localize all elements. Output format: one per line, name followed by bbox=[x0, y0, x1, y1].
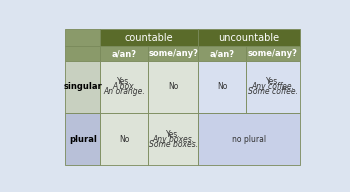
Text: No: No bbox=[168, 83, 178, 91]
Bar bbox=[65, 61, 100, 113]
Text: plural: plural bbox=[69, 135, 97, 144]
Text: singular: singular bbox=[63, 83, 102, 91]
Bar bbox=[246, 61, 300, 113]
Bar bbox=[100, 61, 148, 113]
Text: No: No bbox=[119, 135, 129, 144]
Text: An orange.: An orange. bbox=[103, 88, 145, 97]
Bar bbox=[148, 113, 198, 166]
Bar bbox=[198, 113, 300, 166]
Text: Yes.: Yes. bbox=[266, 78, 280, 86]
Bar bbox=[65, 113, 100, 166]
Text: Yes.: Yes. bbox=[166, 130, 181, 139]
Text: no plural: no plural bbox=[232, 135, 266, 144]
Text: some/any?: some/any? bbox=[148, 49, 198, 58]
Bar bbox=[148, 46, 198, 61]
Text: Any coffee.: Any coffee. bbox=[251, 83, 294, 91]
Text: A box.: A box. bbox=[112, 83, 136, 91]
Bar bbox=[246, 46, 300, 61]
Bar bbox=[100, 113, 148, 166]
Text: uncountable: uncountable bbox=[218, 33, 280, 43]
Text: Some coffee.: Some coffee. bbox=[248, 88, 298, 97]
Bar bbox=[100, 29, 198, 46]
Bar bbox=[198, 46, 246, 61]
Text: some/any?: some/any? bbox=[248, 49, 298, 58]
Bar bbox=[198, 61, 246, 113]
Text: a/an?: a/an? bbox=[111, 49, 136, 58]
Bar bbox=[65, 46, 100, 61]
Text: Yes.: Yes. bbox=[117, 78, 131, 86]
Text: Any boxes.: Any boxes. bbox=[152, 135, 194, 144]
Text: a/an?: a/an? bbox=[210, 49, 235, 58]
Text: No: No bbox=[217, 83, 228, 91]
Text: Some boxes.: Some boxes. bbox=[148, 140, 198, 149]
Bar bbox=[100, 46, 148, 61]
Bar bbox=[65, 29, 100, 46]
Bar bbox=[148, 61, 198, 113]
Text: countable: countable bbox=[125, 33, 174, 43]
Bar bbox=[198, 29, 300, 46]
